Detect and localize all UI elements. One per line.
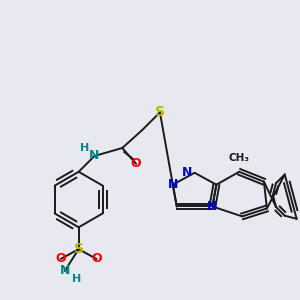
Text: N: N <box>168 178 178 191</box>
Text: N: N <box>182 166 192 179</box>
Text: H: H <box>80 143 89 153</box>
Text: N: N <box>60 264 70 278</box>
Text: S: S <box>74 242 84 256</box>
Text: N: N <box>207 200 218 213</box>
Text: CH₃: CH₃ <box>229 153 250 163</box>
Text: H: H <box>72 274 81 284</box>
Text: O: O <box>91 253 102 266</box>
Text: O: O <box>131 158 141 170</box>
Text: S: S <box>155 105 165 119</box>
Text: O: O <box>56 253 66 266</box>
Text: N: N <box>89 149 100 162</box>
